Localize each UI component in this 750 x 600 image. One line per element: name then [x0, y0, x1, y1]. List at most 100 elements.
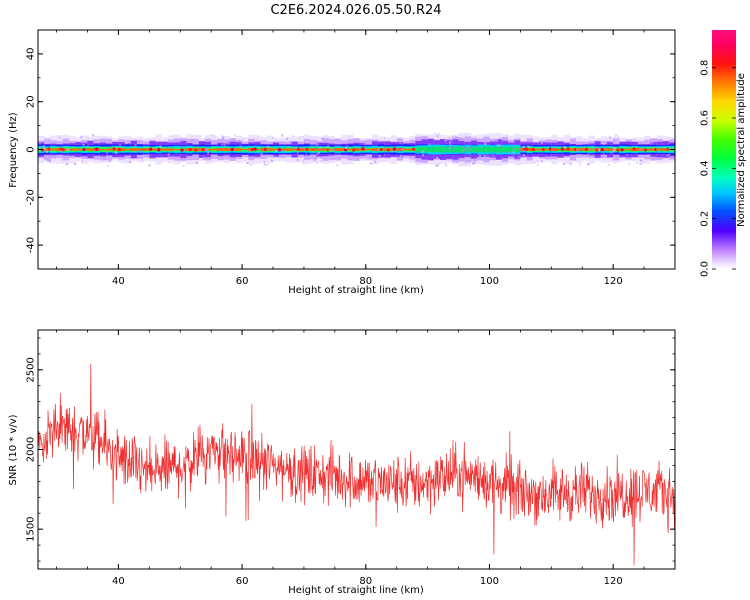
- heatmap-speckle: [205, 147, 208, 150]
- heatmap-cell: [310, 148, 317, 151]
- heatmap-speckle: [399, 154, 402, 157]
- heatmap-speckle: [60, 150, 63, 153]
- heatmap-speckle: [47, 159, 50, 162]
- heatmap-speckle: [207, 151, 210, 154]
- heatmap-speckle: [327, 145, 330, 148]
- heatmap-speckle: [87, 136, 90, 139]
- colorbar: 0.0 0.2 0.4 0.6 0.8 Normalized spectral ampl…: [700, 30, 747, 277]
- heatmap-speckle: [464, 161, 467, 164]
- heatmap-speckle: [462, 149, 465, 152]
- heatmap-speckle: [191, 139, 194, 142]
- heatmap-speckle: [296, 158, 299, 161]
- heatmap-cell: [520, 147, 527, 152]
- heatmap-cell: [644, 148, 651, 151]
- heatmap-speckle: [437, 162, 440, 165]
- heatmap-speckle: [256, 136, 259, 139]
- heatmap-y-tick-label: 40: [26, 48, 37, 61]
- heatmap-speckle: [263, 163, 266, 166]
- heatmap-speckle: [642, 161, 645, 164]
- heatmap-speckle: [92, 134, 95, 137]
- heatmap-speckle: [115, 151, 118, 154]
- heatmap-speckle: [540, 160, 543, 163]
- heatmap-peak-point: [180, 148, 184, 152]
- heatmap-speckle: [313, 159, 316, 162]
- heatmap-speckle: [298, 136, 301, 139]
- heatmap-peak-point: [352, 148, 356, 152]
- heatmap-speckle: [627, 162, 630, 165]
- heatmap-cell: [458, 146, 466, 153]
- snr-x-tick-label: 80: [359, 576, 372, 587]
- heatmap-speckle: [536, 163, 539, 166]
- heatmap-speckle: [171, 134, 174, 137]
- heatmap-speckle: [615, 134, 618, 137]
- heatmap-speckle: [428, 136, 431, 139]
- heatmap-cell: [322, 148, 329, 151]
- heatmap-x-axis-label: Height of straight line (km): [288, 285, 424, 296]
- heatmap-speckle: [276, 140, 279, 143]
- heatmap-speckle: [49, 159, 52, 162]
- colorbar-tick-label: 0.2: [700, 211, 711, 227]
- heatmap-speckle: [491, 154, 494, 157]
- heatmap-speckle: [524, 156, 527, 159]
- heatmap-cell: [167, 148, 175, 151]
- heatmap-cell: [316, 148, 323, 151]
- heatmap-speckle: [497, 144, 500, 147]
- heatmap-cell: [223, 148, 231, 151]
- heatmap-cell: [106, 148, 113, 151]
- heatmap-speckle: [668, 154, 671, 157]
- heatmap-speckle: [536, 160, 539, 163]
- heatmap-peak-point: [616, 148, 620, 152]
- heatmap-cell: [44, 148, 51, 151]
- heatmap-cell: [143, 148, 150, 151]
- heatmap-speckle: [587, 153, 590, 156]
- heatmap-speckle: [306, 141, 309, 144]
- heatmap-peak-point: [600, 147, 604, 152]
- heatmap-speckle: [452, 135, 455, 138]
- snr-frame: [37, 329, 676, 570]
- heatmap-peak-point: [305, 147, 309, 152]
- heatmap-speckle: [444, 139, 447, 142]
- heatmap-speckle: [227, 140, 230, 143]
- heatmap-speckle: [205, 149, 208, 152]
- heatmap-speckle: [296, 151, 299, 154]
- heatmap-cell: [483, 146, 490, 153]
- colorbar-tick-label: 0.6: [700, 110, 711, 126]
- heatmap-speckle: [316, 152, 319, 155]
- heatmap-speckle: [48, 160, 51, 163]
- heatmap-peak-point: [194, 148, 198, 152]
- heatmap-speckle: [366, 157, 369, 160]
- heatmap-speckle: [180, 139, 183, 142]
- heatmap-cell: [161, 148, 169, 151]
- heatmap-peak-point: [157, 148, 161, 152]
- heatmap-speckle: [607, 163, 610, 166]
- heatmap-peak-point: [149, 147, 153, 151]
- heatmap-y-ticks: 40 20 0 -20 -40: [26, 29, 675, 270]
- heatmap-speckle: [302, 162, 305, 165]
- heatmap-speckle: [632, 138, 635, 141]
- heatmap-speckle: [221, 134, 224, 137]
- heatmap-speckle: [616, 141, 619, 144]
- heatmap-cell: [217, 148, 224, 151]
- heatmap-speckle: [626, 154, 629, 157]
- heatmap-speckle: [316, 161, 319, 164]
- heatmap-speckle: [125, 141, 128, 144]
- heatmap-cell: [136, 148, 144, 151]
- heatmap-speckle: [338, 157, 341, 160]
- heatmap-speckle: [233, 134, 236, 137]
- heatmap-speckle: [610, 151, 613, 154]
- heatmap-speckle: [286, 138, 289, 141]
- heatmap-speckle: [80, 136, 83, 139]
- heatmap-speckle: [436, 156, 439, 159]
- colorbar-gradient: [712, 30, 736, 269]
- heatmap-speckle: [436, 135, 439, 138]
- heatmap-speckle: [246, 161, 249, 164]
- heatmap-speckle: [81, 160, 84, 163]
- heatmap-speckle: [134, 144, 137, 147]
- snr-x-tick-label: 40: [112, 576, 125, 587]
- heatmap-speckle: [522, 145, 525, 148]
- heatmap-speckle: [272, 155, 275, 158]
- heatmap-speckle: [103, 157, 106, 160]
- heatmap-speckle: [463, 162, 466, 165]
- heatmap-speckle: [506, 134, 509, 137]
- heatmap-speckle: [320, 160, 323, 163]
